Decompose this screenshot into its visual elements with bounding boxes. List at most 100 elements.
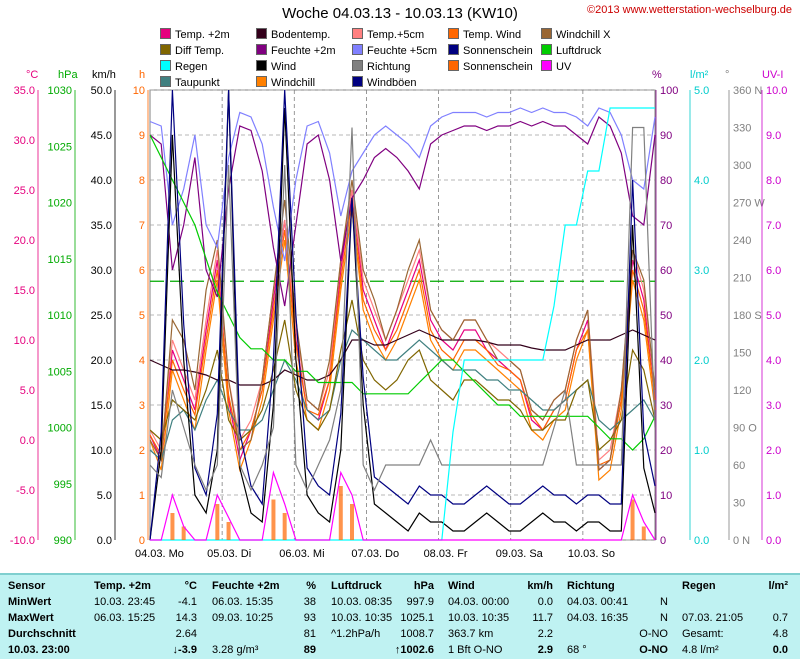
legend-item: Feuchte +2m <box>256 44 336 57</box>
legend-label: Sonnenschein <box>463 61 533 73</box>
axis-tick-label: 9.0 <box>766 130 781 142</box>
axis-tick-label: 20 <box>660 445 672 457</box>
axis-tick-label: 30 <box>733 498 745 510</box>
axis-tick-label: 210 <box>733 273 751 285</box>
legend-label: Windböen <box>367 77 417 89</box>
axis-tick-label: 5.0 <box>766 310 781 322</box>
legend-swatch <box>256 60 267 71</box>
legend-label: Temp. +2m <box>175 29 230 41</box>
series-line <box>149 126 656 492</box>
axis-tick-label: 15.0 <box>14 285 35 297</box>
direction-value: O-NO <box>639 628 668 640</box>
row-label: MinWert <box>8 596 52 608</box>
series-line <box>149 329 656 386</box>
legend-swatch <box>448 44 459 55</box>
legend-label: Richtung <box>367 61 411 73</box>
sunshine-bar <box>350 504 354 540</box>
axis-tick-label: 1020 <box>48 198 72 210</box>
wind-value: 11.7 <box>532 612 553 624</box>
rain-value: 4.8 <box>772 628 788 640</box>
axis-tick-label: 10.0 <box>766 85 787 97</box>
sunshine-bar <box>641 526 646 540</box>
legend-swatch <box>256 28 267 39</box>
axis-tick-label: 6 <box>139 265 145 277</box>
axis-tick-label: 1000 <box>48 423 72 435</box>
legend-label: Taupunkt <box>175 77 220 89</box>
wind-time: 1 Bft O-NO <box>448 644 503 656</box>
axis-tick-label: 35.0 <box>91 220 112 232</box>
header-pressure-unit: hPa <box>413 580 434 592</box>
rain-value: 0.0 <box>772 644 788 656</box>
axis-tick-label: 10 <box>133 85 145 97</box>
temp-time: 06.03. 15:25 <box>94 612 156 624</box>
legend-item: Windböen <box>352 76 417 89</box>
direction-value: N <box>660 596 668 608</box>
axis-tick-label: 50 <box>660 310 672 322</box>
rain-time: Gesamt: <box>682 628 724 640</box>
legend-item: Temp. +2m <box>160 28 230 41</box>
axis-tick-label: 9 <box>139 130 145 142</box>
axis-tick-label: 1.0 <box>766 490 781 502</box>
axis-tick-label: 0.0 <box>766 535 781 547</box>
legend-swatch <box>352 76 363 87</box>
legend-swatch <box>448 28 459 39</box>
axis-tick-label: 240 <box>733 235 751 247</box>
pressure-value: 1025.1 <box>400 612 434 624</box>
header-sensor: Sensor <box>8 580 46 592</box>
temp-value: -4.1 <box>178 596 197 608</box>
rain-time: 07.03. 21:05 <box>682 612 744 624</box>
axis-tick-label: 25.0 <box>14 185 35 197</box>
header-temp: Temp. +2m <box>94 580 151 592</box>
axis-tick-label: 1015 <box>48 254 72 266</box>
statistics-panel: Sensor Temp. +2m °C Feuchte +2m% Luftdruck hP… <box>0 573 800 659</box>
axis-tick-label: 100 <box>660 85 678 97</box>
axis-tick-label: 3.0 <box>766 400 781 412</box>
axis-tick-label: 180 S <box>733 310 762 322</box>
wind-time: 04.03. 00:00 <box>448 596 510 608</box>
legend-swatch <box>541 28 552 39</box>
pressure-time: 10.03. 08:35 <box>331 596 393 608</box>
wind-time: 363.7 km <box>448 628 494 640</box>
axis-tick-label: 6.0 <box>766 265 781 277</box>
axis-tick-label: 1025 <box>48 141 72 153</box>
header-humidity-unit: % <box>306 580 316 592</box>
sunshine-bar <box>282 513 287 540</box>
axis-tick-label: 120 <box>733 385 751 397</box>
legend-item: Windchill <box>256 76 315 89</box>
legend-item: UV <box>541 60 571 73</box>
copyright-link[interactable]: ©2013 www.wetterstation-wechselburg.de <box>587 4 792 16</box>
x-tick-label: 08.03. Fr <box>424 548 468 560</box>
direction-time: 04.03. 00:41 <box>567 596 629 608</box>
legend-swatch <box>352 44 363 55</box>
wind-value: 2.2 <box>537 628 553 640</box>
legend-label: Luftdruck <box>556 45 602 57</box>
x-tick-label: 05.03. Di <box>207 548 251 560</box>
legend-swatch <box>448 60 459 71</box>
axis-tick-label: 150 <box>733 348 751 360</box>
humidity-time: 06.03. 15:35 <box>212 596 274 608</box>
temp-time: 10.03. 23:45 <box>94 596 156 608</box>
chart-title: Woche 04.03.13 - 10.03.13 (KW10) <box>282 5 518 22</box>
axis-tick-label: 70 <box>660 220 672 232</box>
pressure-value: 1008.7 <box>400 628 434 640</box>
series-line <box>149 116 656 307</box>
axis-tick-label: 0.0 <box>97 535 112 547</box>
axis-unit-label: °C <box>26 69 38 81</box>
header-wind: Wind <box>448 580 475 592</box>
axis-tick-label: 5.0 <box>97 490 112 502</box>
legend-label: Wind <box>271 61 297 73</box>
series-line <box>149 328 656 462</box>
axis-tick-label: 90 O <box>733 423 757 435</box>
row-label: Durchschnitt <box>8 628 76 640</box>
legend-swatch <box>160 60 171 71</box>
rain-time: 4.8 l/m² <box>682 644 719 656</box>
axis-tick-label: 360 N <box>733 85 762 97</box>
axis-unit-label: l/m² <box>690 69 709 81</box>
axis-tick-label: 20.0 <box>91 355 112 367</box>
header-rain: Regen <box>682 580 716 592</box>
direction-value: O-NO <box>639 644 668 656</box>
legend-item: Bodentemp. <box>256 28 330 41</box>
axis-tick-label: 0.0 <box>20 435 35 447</box>
axis-tick-label: 60 <box>733 460 745 472</box>
direction-time: 68 ° <box>567 644 587 656</box>
